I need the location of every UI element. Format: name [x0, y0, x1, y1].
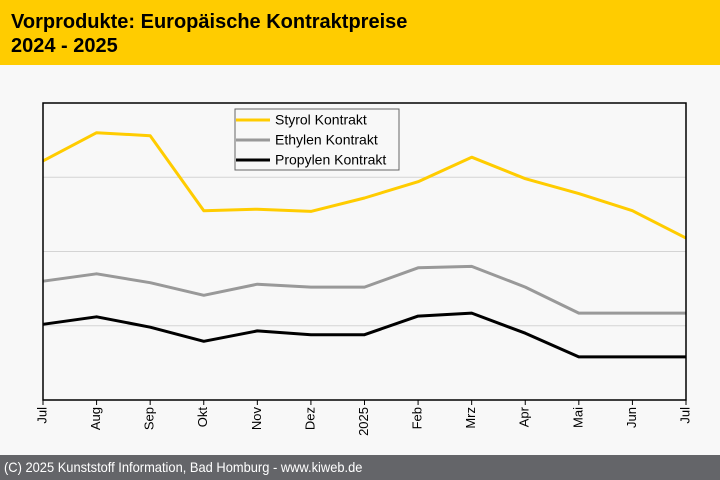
chart-header: Vorprodukte: Europäische Kontraktpreise …	[0, 0, 720, 65]
x-tick-label: Okt	[195, 407, 210, 428]
line-chart: Jul Aug Sep Okt Nov Dez 2025 Feb Mrz Apr Mai Jun Jul…	[34, 102, 692, 436]
x-tick-label: Mai	[570, 407, 585, 428]
series-line-styrol-kontrakt	[42, 131, 687, 240]
x-axis-ticks	[42, 400, 687, 405]
legend-label: Ethylen Kontrakt	[275, 132, 378, 148]
series-line-propylen-kontrakt	[42, 311, 686, 359]
x-tick-label: Apr	[517, 406, 532, 427]
chart-title: Vorprodukte: Europäische Kontraktpreise	[11, 11, 408, 33]
legend-label: Styrol Kontrakt	[275, 112, 367, 128]
legend-label: Propylen Kontrakt	[275, 152, 386, 168]
chart-area: Jul Aug Sep Okt Nov Dez 2025 Feb Mrz Apr Mai Jun Jul…	[0, 65, 720, 455]
x-tick-label: Aug	[88, 407, 103, 430]
x-tick-label: Jul	[677, 407, 692, 424]
x-tick-label: Feb	[410, 407, 425, 429]
x-tick-label: Mrz	[463, 407, 478, 429]
x-axis-labels: Jul Aug Sep Okt Nov Dez 2025 Feb Mrz Apr Mai Jun Jul	[34, 406, 692, 436]
x-tick-label: Jul	[34, 407, 49, 424]
x-tick-label: Sep	[142, 407, 157, 430]
legend: Styrol Kontrakt Ethylen Kontrakt Propylen …	[234, 108, 400, 171]
chart-subtitle: 2024 - 2025	[11, 35, 118, 57]
copyright-text: (C) 2025 Kunststoff Information, Bad Hom…	[4, 459, 363, 475]
copyright-footer: (C) 2025 Kunststoff Information, Bad Hom…	[0, 455, 720, 480]
x-tick-label: 2025	[356, 407, 371, 436]
x-tick-label: Nov	[249, 407, 264, 431]
series-line-ethylen-kontrakt	[42, 264, 686, 315]
series-lines	[42, 131, 687, 359]
x-tick-label: Jun	[624, 407, 639, 428]
x-tick-label: Dez	[302, 407, 317, 430]
